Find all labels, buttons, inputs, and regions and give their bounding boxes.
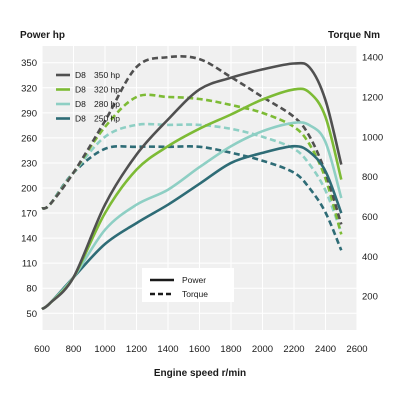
- right-axis-title: Torque Nm: [328, 30, 380, 41]
- legend-model: D8: [75, 85, 86, 95]
- right-tick-label: 600: [362, 212, 378, 223]
- torque-legend-label: Torque: [182, 289, 208, 299]
- x-tick-label: 2000: [252, 344, 273, 355]
- left-tick-label: 320: [21, 83, 37, 94]
- right-tick-label: 800: [362, 172, 378, 183]
- x-tick-label: 1400: [157, 344, 178, 355]
- left-axis-title: Power hp: [20, 30, 65, 41]
- legend-rating: 350 hp: [94, 70, 120, 80]
- x-tick-label: 2200: [283, 344, 304, 355]
- legend-rating: 250 hp: [94, 114, 120, 124]
- style-legend-box: [142, 268, 234, 302]
- model-legend: D8 350 hp D8 320 hp D8 280 hp D8 250 hp: [56, 70, 120, 124]
- left-tick-label: 80: [26, 284, 37, 295]
- left-tick-label: 110: [22, 259, 37, 270]
- x-tick-label: 2600: [346, 344, 367, 355]
- right-tick-label: 1200: [362, 92, 383, 103]
- legend-model: D8: [75, 114, 86, 124]
- power-legend-label: Power: [182, 275, 206, 285]
- torque-line: [41, 55, 343, 225]
- left-tick-label: 50: [26, 309, 37, 320]
- x-tick-label: 1000: [94, 344, 115, 355]
- right-tick-label: 400: [362, 252, 378, 263]
- legend-model: D8: [75, 99, 86, 109]
- left-tick-label: 230: [21, 158, 37, 169]
- x-tick-label: 1600: [189, 344, 210, 355]
- left-tick-label: 200: [21, 184, 37, 195]
- x-tick-label: 600: [34, 344, 50, 355]
- legend-model: D8: [75, 70, 86, 80]
- left-axis-ticks: 50 80 110 140 170 200 230 260 290 320 350: [21, 58, 37, 320]
- x-axis-label: Engine speed r/min: [154, 368, 246, 379]
- style-legend: Power Torque: [142, 268, 234, 302]
- left-tick-label: 290: [21, 108, 37, 119]
- right-tick-label: 200: [362, 292, 378, 303]
- x-tick-label: 1200: [126, 344, 147, 355]
- power-line: [41, 61, 343, 311]
- left-tick-label: 350: [21, 58, 37, 69]
- legend-rating: 280 hp: [94, 99, 120, 109]
- legend-rating: 320 hp: [94, 85, 120, 95]
- right-tick-label: 1000: [362, 132, 383, 143]
- x-tick-label: 1800: [220, 344, 241, 355]
- right-axis-ticks: 200 400 600 800 1000 1200 1400: [362, 53, 383, 303]
- left-tick-label: 260: [21, 133, 37, 144]
- x-tick-label: 800: [66, 344, 82, 355]
- right-tick-label: 1400: [362, 53, 383, 64]
- series-lines: [41, 55, 343, 311]
- left-tick-label: 140: [21, 234, 37, 245]
- x-axis-ticks: 600 800 1000 1200 1400 1600 1800 2000 2200 2400 26…: [34, 344, 368, 355]
- x-tick-label: 2400: [315, 344, 336, 355]
- left-tick-label: 170: [21, 209, 37, 220]
